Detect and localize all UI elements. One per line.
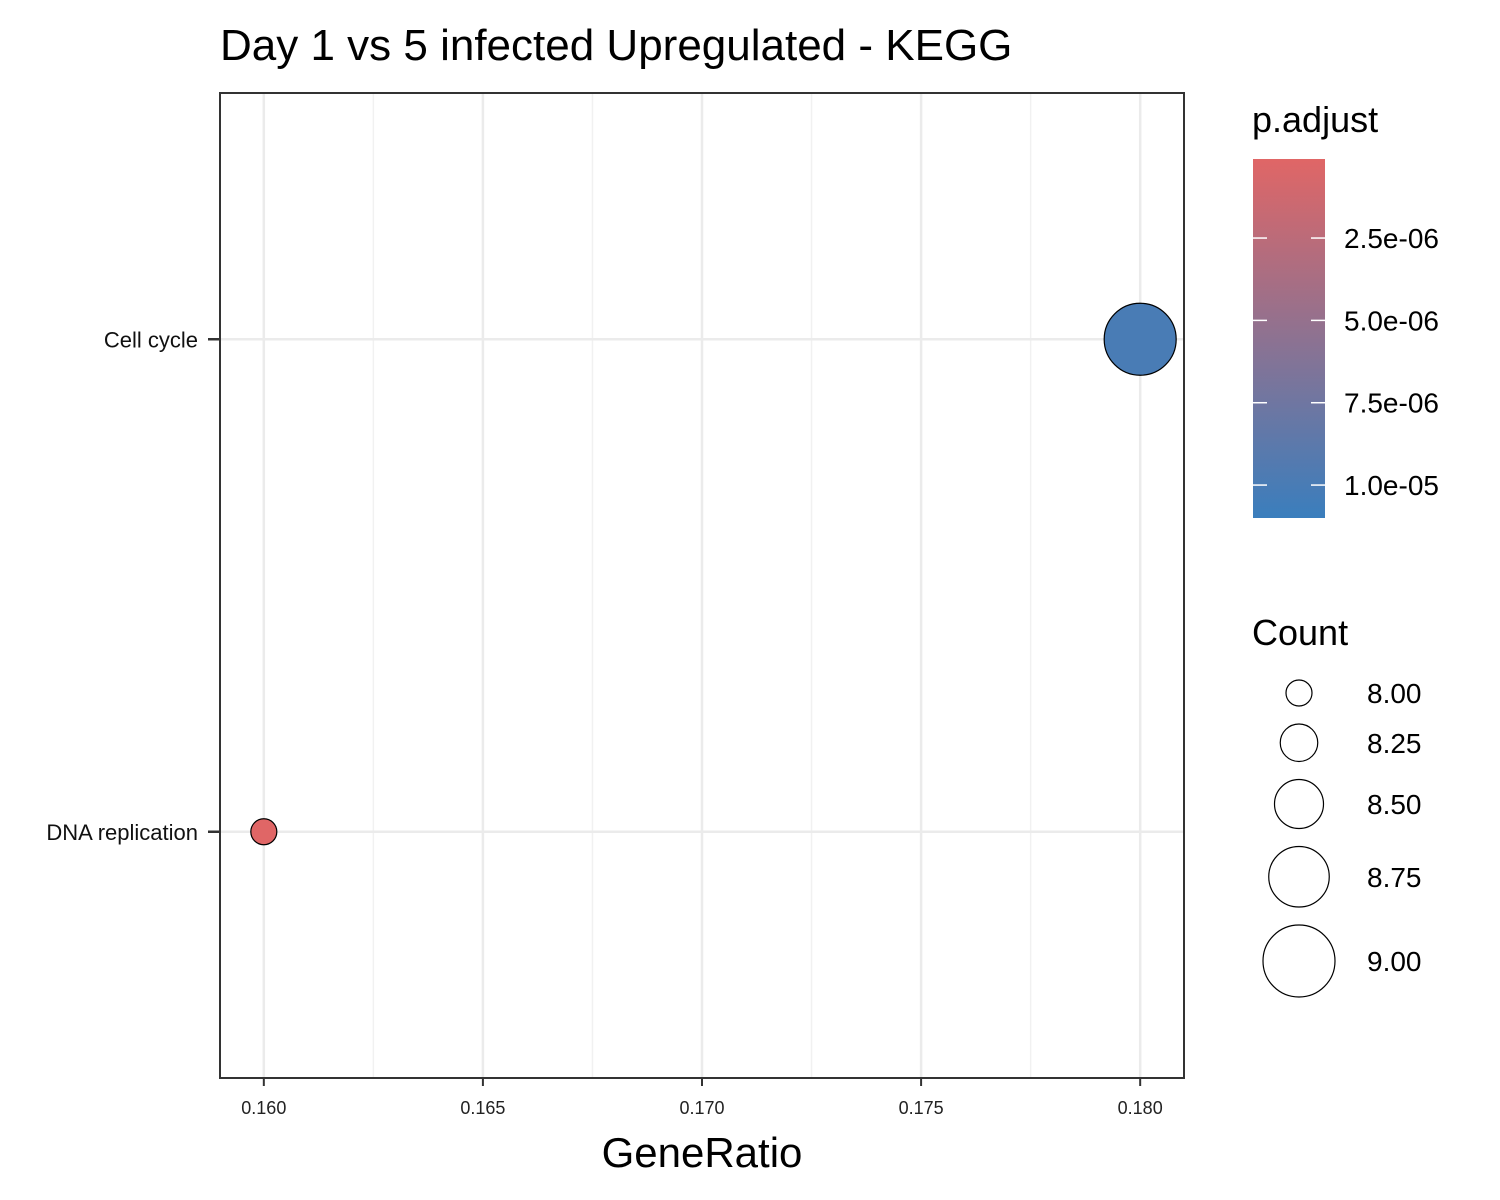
size-legend-items: 8.00 8.25 8.50 8.75 9.00 (1262, 678, 1422, 998)
color-legend-bar (1253, 159, 1325, 518)
size-legend-label: 8.25 (1367, 728, 1422, 759)
y-axis-ticks: DNA replication Cell cycle (46, 327, 220, 845)
color-legend-ticks: 2.5e-06 5.0e-06 7.5e-06 1.0e-05 (1253, 223, 1439, 501)
x-tick-label: 0.175 (899, 1098, 944, 1118)
color-tick-label: 2.5e-06 (1344, 223, 1439, 254)
data-points (250, 302, 1177, 846)
data-point (1103, 302, 1177, 376)
color-tick-label: 7.5e-06 (1344, 388, 1439, 419)
color-tick-label: 5.0e-06 (1344, 305, 1439, 336)
color-tick-label: 1.0e-05 (1344, 470, 1439, 501)
x-axis-ticks: 0.160 0.165 0.170 0.175 0.180 (241, 1078, 1163, 1118)
size-legend-circle (1262, 924, 1336, 998)
size-legend-title: Count (1252, 612, 1348, 653)
x-tick-label: 0.180 (1118, 1098, 1163, 1118)
x-axis-title: GeneRatio (602, 1129, 803, 1176)
size-legend-label: 9.00 (1367, 946, 1422, 977)
size-legend-label: 8.75 (1367, 862, 1422, 893)
x-tick-label: 0.160 (241, 1098, 286, 1118)
color-legend-title: p.adjust (1252, 99, 1378, 140)
y-tick-label: DNA replication (46, 820, 198, 845)
x-tick-label: 0.165 (460, 1098, 505, 1118)
data-point (250, 818, 278, 846)
y-tick-label: Cell cycle (104, 327, 198, 352)
chart-title: Day 1 vs 5 infected Upregulated - KEGG (220, 21, 1012, 70)
size-legend-circle (1273, 778, 1325, 830)
grid-lines (220, 93, 1184, 1078)
size-legend-circle (1279, 723, 1319, 763)
size-legend-circle (1285, 679, 1313, 707)
size-legend-label: 8.50 (1367, 789, 1422, 820)
size-legend-circle (1268, 845, 1330, 908)
x-tick-label: 0.170 (679, 1098, 724, 1118)
size-legend-label: 8.00 (1367, 678, 1422, 709)
